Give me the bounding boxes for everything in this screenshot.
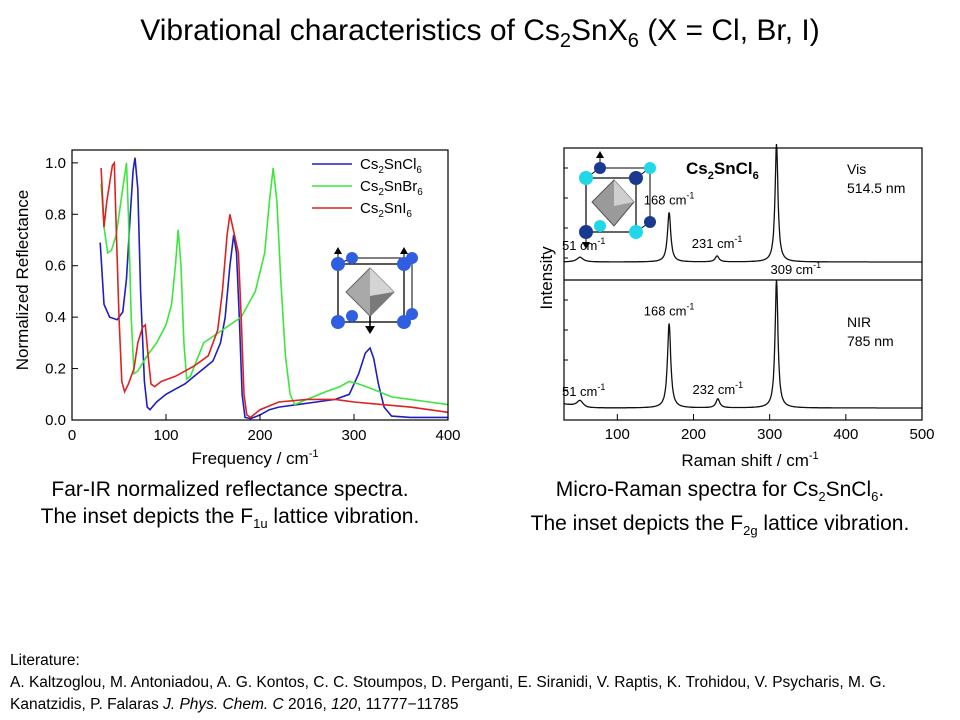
raman-x-tick-label: 400 — [833, 426, 858, 443]
raman-peak-label: 309 cm-1 — [771, 140, 822, 141]
reflectance-plot-area — [99, 157, 449, 420]
raman-caption-line2: The inset depicts the F2g lattice vibrat… — [530, 512, 910, 539]
reflectance-caption: Far-IR normalized reflectance spectra. T… — [10, 476, 450, 537]
reflectance-x-tick-label: 200 — [247, 427, 272, 444]
raman-peak-label: 168 cm-1 — [644, 302, 695, 319]
raman-peak-label: 231 cm-1 — [692, 234, 743, 251]
raman-compound-label: Cs2SnCl6 — [686, 159, 759, 182]
reflectance-x-tick-label: 0 — [68, 427, 76, 444]
page-title: Vibrational characteristics of Cs2SnX6 (… — [140, 14, 820, 52]
raman-nir-laser: 785 nm — [847, 333, 894, 349]
reflectance-y-tick-label: 0.6 — [45, 258, 66, 275]
reflectance-y-axis-label: Normalized Reflectance — [13, 190, 32, 370]
reflectance-x-tick-label: 300 — [341, 427, 366, 444]
raman-x-tick-label: 200 — [681, 426, 706, 443]
reflectance-y-tick-label: 0.8 — [45, 206, 66, 223]
raman-vis-laser: 514.5 nm — [847, 180, 905, 196]
reflectance-legend-label: Cs2SnCl6 — [360, 156, 422, 176]
raman-peak-label: 51 cm-1 — [562, 382, 605, 399]
reflectance-y-tick-label: 0.0 — [45, 412, 66, 429]
raman-peak-labels: 51 cm-1 168 cm-1 231 cm-1 309 cm-1 51 cm-1 16… — [562, 140, 821, 399]
raman-chart: 100 200 300 400 500 Intensity Raman shift / … — [540, 140, 935, 470]
raman-y-axis-label: Intensity — [540, 246, 556, 310]
raman-plot-area — [564, 143, 922, 409]
reflectance-y-tick-label: 0.4 — [45, 309, 66, 326]
raman-peak-label: 232 cm-1 — [693, 380, 744, 397]
reflectance-series-line — [100, 160, 449, 419]
raman-nir-label: NIR — [847, 314, 871, 330]
reflectance-y-tick-label: 1.0 — [45, 155, 66, 172]
raman-peak-label: 168 cm-1 — [644, 190, 695, 207]
reflectance-axes: 0 100 200 300 400 0.0 0.2 0.4 0.6 0.8 1.0 — [45, 149, 460, 444]
raman-spectrum-line — [564, 279, 922, 409]
raman-x-tick-label: 100 — [605, 426, 630, 443]
raman-x-axis-label: Raman shift / cm-1 — [681, 450, 818, 470]
reflectance-caption-line2: The inset depicts the F1u lattice vibrat… — [40, 505, 420, 532]
raman-spectrum-line — [564, 143, 922, 263]
reflectance-legend-label: Cs2SnBr6 — [360, 178, 423, 198]
reflectance-series-line — [99, 157, 448, 420]
literature-reference: Literature: A. Kaltzoglou, M. Antoniadou… — [10, 650, 955, 716]
f1u-vibration-inset — [331, 247, 418, 334]
reflectance-x-axis-label: Frequency / cm-1 — [192, 448, 319, 468]
reflectance-x-tick-label: 100 — [153, 427, 178, 444]
reflectance-y-tick-label: 0.2 — [45, 361, 66, 378]
literature-citation: A. Kaltzoglou, M. Antoniadou, A. G. Kont… — [10, 674, 886, 713]
raman-caption: Micro-Raman spectra for Cs2SnCl6. The in… — [485, 476, 955, 544]
reflectance-chart: 0 100 200 300 400 0.0 0.2 0.4 0.6 0.8 1.0 Normaliz… — [13, 149, 460, 468]
f2g-vibration-inset — [579, 151, 656, 249]
reflectance-caption-line1: Far-IR normalized reflectance spectra. — [51, 478, 409, 501]
reflectance-series-line — [100, 162, 449, 406]
raman-vis-label: Vis — [847, 161, 866, 177]
raman-peak-label: 309 cm-1 — [771, 260, 822, 277]
raman-peak-label: 51 cm-1 — [562, 236, 605, 253]
raman-caption-line1: Micro-Raman spectra for Cs2SnCl6. — [555, 478, 885, 505]
reflectance-legend-label: Cs2SnI6 — [360, 200, 412, 220]
literature-label: Literature: — [10, 652, 80, 669]
raman-axes: 100 200 300 400 500 — [563, 147, 935, 443]
raman-x-tick-label: 300 — [757, 426, 782, 443]
raman-x-tick-label: 500 — [909, 426, 934, 443]
raman-frame — [563, 147, 923, 421]
reflectance-x-tick-label: 400 — [435, 427, 460, 444]
